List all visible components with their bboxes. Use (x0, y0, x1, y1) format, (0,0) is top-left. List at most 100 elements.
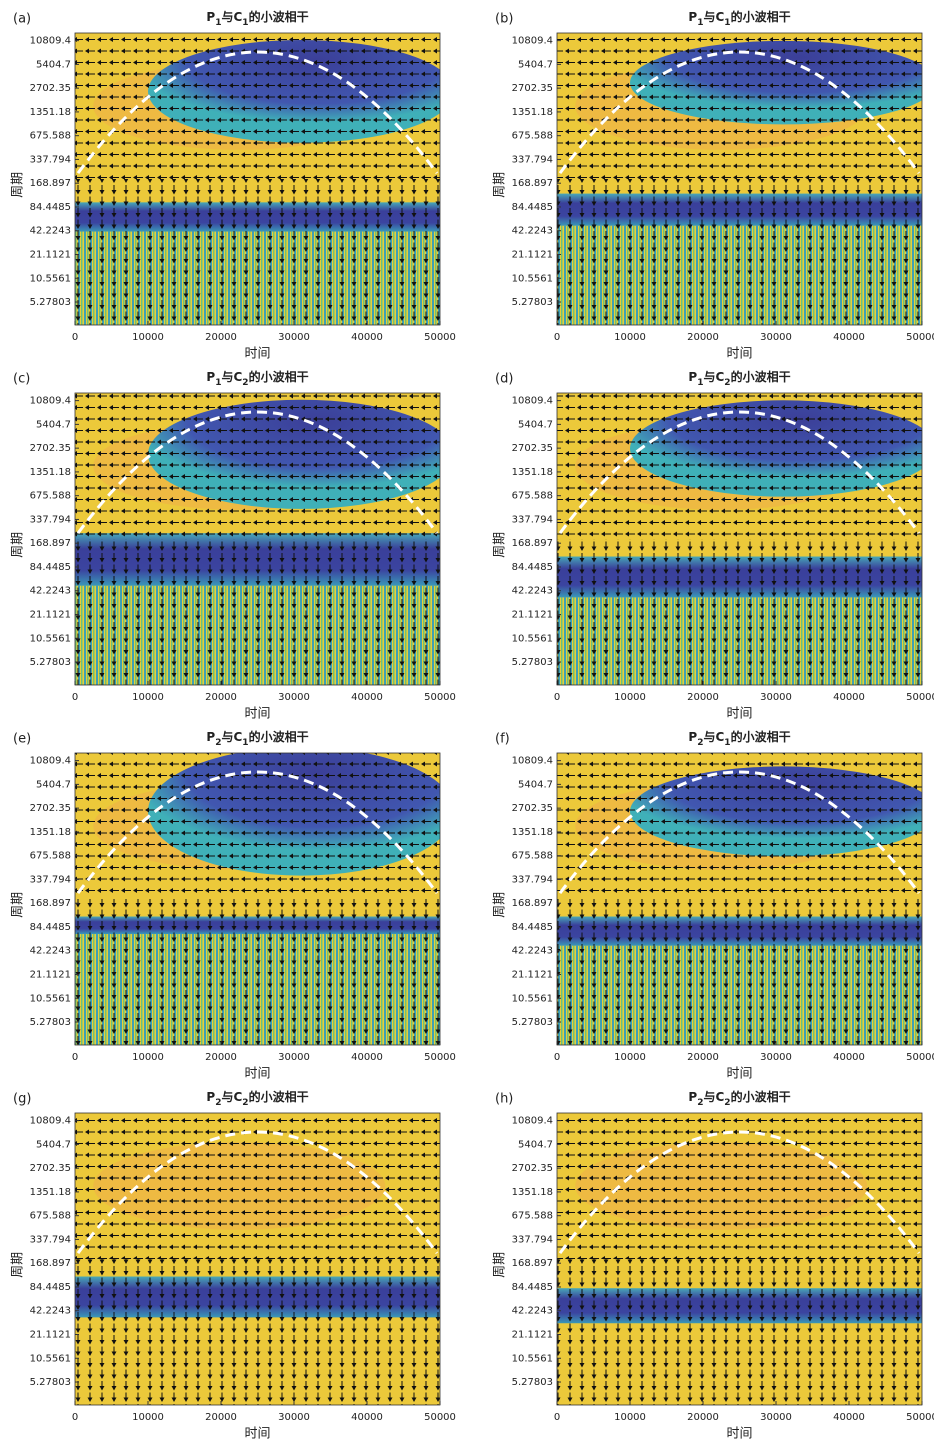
title-part: 的小波相干 (731, 1089, 791, 1104)
x-tick-label: 50000 (424, 1412, 456, 1423)
phase-arrows (75, 539, 440, 685)
y-tick-label: 337.794 (512, 874, 553, 885)
x-tick-label: 50000 (906, 692, 934, 703)
y-tick-label: 42.2243 (512, 226, 553, 237)
phase-arrows (75, 899, 440, 1045)
phase-arrows (557, 33, 922, 179)
x-tick-label: 30000 (760, 1412, 792, 1423)
x-axis-label: 时间 (726, 1427, 752, 1442)
y-tick-label: 84.4485 (30, 922, 71, 933)
title-part: 与C (703, 370, 724, 384)
title-part: 1 (697, 18, 703, 28)
y-tick-label: 1351.18 (30, 107, 71, 118)
title-part: 1 (724, 18, 730, 28)
y-tick-label: 675.588 (512, 491, 553, 502)
y-tick-label: 5404.7 (518, 419, 553, 430)
title-part: 2 (697, 1098, 703, 1108)
x-tick-label: 50000 (906, 332, 934, 343)
y-tick-label: 10.5561 (30, 1353, 71, 1364)
chart-title: P2与C1的小波相干 (688, 729, 790, 748)
x-tick-label: 0 (72, 332, 78, 343)
plot-area (75, 393, 440, 685)
x-tick-label: 0 (554, 692, 560, 703)
plot-frame (556, 392, 923, 686)
title-part: 的小波相干 (249, 729, 309, 744)
plot-frame (556, 32, 923, 326)
y-tick-label: 10809.4 (30, 396, 71, 407)
y-axis-label: 周期 (11, 532, 26, 558)
x-tick-label: 10000 (614, 692, 646, 703)
y-tick-label: 21.1121 (30, 969, 71, 980)
x-axis-label: 时间 (244, 707, 270, 722)
y-tick-label: 2702.35 (30, 83, 71, 94)
y-tick-label: 21.1121 (512, 249, 553, 260)
x-tick-label: 10000 (614, 332, 646, 343)
y-tick-label: 21.1121 (512, 1329, 553, 1340)
title-part: 与C (221, 730, 242, 744)
title-part: 2 (242, 378, 248, 388)
x-tick-label: 30000 (278, 332, 310, 343)
y-tick-label: 5.27803 (512, 1017, 553, 1028)
phase-arrows (557, 393, 922, 539)
title-part: 的小波相干 (249, 1089, 309, 1104)
x-tick-label: 30000 (760, 1052, 792, 1063)
y-axis-label: 周期 (11, 892, 26, 918)
x-tick-label: 50000 (424, 692, 456, 703)
y-tick-label: 84.4485 (512, 562, 553, 573)
cone-of-influence (76, 50, 439, 175)
y-tick-label: 168.897 (30, 898, 71, 909)
panel-label: (a) (13, 12, 31, 27)
chart-title: P2与C2的小波相干 (688, 1089, 790, 1108)
y-tick-label: 168.897 (512, 1258, 553, 1269)
x-tick-label: 30000 (278, 692, 310, 703)
y-tick-label: 42.2243 (30, 226, 71, 237)
y-tick-label: 168.897 (30, 178, 71, 189)
y-tick-label: 10.5561 (30, 273, 71, 284)
x-axis-label: 时间 (726, 347, 752, 362)
y-tick-label: 10809.4 (512, 756, 553, 767)
y-tick-label: 168.897 (30, 1258, 71, 1269)
y-tick-label: 2702.35 (30, 803, 71, 814)
title-part: 1 (215, 378, 221, 388)
y-tick-label: 10809.4 (512, 1116, 553, 1127)
y-axis-label: 周期 (11, 172, 26, 198)
panel-label: (f) (495, 732, 510, 747)
phase-arrows (75, 1259, 440, 1405)
y-axis-label: 周期 (11, 1252, 26, 1278)
phase-arrows (75, 33, 440, 179)
y-tick-label: 1351.18 (512, 1187, 553, 1198)
title-part: P (206, 370, 215, 384)
title-part: 的小波相干 (731, 729, 791, 744)
phase-arrows (75, 753, 440, 899)
x-tick-label: 40000 (833, 332, 865, 343)
x-tick-label: 40000 (351, 1412, 383, 1423)
y-tick-label: 42.2243 (30, 586, 71, 597)
x-tick-label: 50000 (906, 1412, 934, 1423)
title-part: 与C (703, 10, 724, 24)
cone-of-influence (558, 1130, 921, 1255)
cone-of-influence (76, 770, 439, 895)
y-tick-label: 84.4485 (30, 1282, 71, 1293)
title-part: 的小波相干 (731, 369, 791, 384)
y-tick-label: 1351.18 (30, 467, 71, 478)
y-axis-label: 周期 (493, 172, 508, 198)
y-tick-label: 5404.7 (36, 779, 71, 790)
phase-arrows (557, 1113, 922, 1259)
y-tick-label: 10.5561 (512, 273, 553, 284)
y-tick-label: 5.27803 (512, 1377, 553, 1388)
x-axis-label: 时间 (726, 707, 752, 722)
y-tick-label: 10809.4 (30, 36, 71, 47)
x-tick-label: 10000 (132, 1052, 164, 1063)
x-tick-label: 40000 (351, 332, 383, 343)
y-tick-label: 5.27803 (30, 657, 71, 668)
title-part: 2 (724, 378, 730, 388)
y-tick-label: 2702.35 (30, 443, 71, 454)
y-tick-label: 10809.4 (512, 36, 553, 47)
plot-area (557, 753, 922, 1045)
title-part: 2 (697, 738, 703, 748)
x-tick-label: 0 (554, 332, 560, 343)
chart-title: P2与C2的小波相干 (206, 1089, 308, 1108)
y-tick-label: 5404.7 (36, 59, 71, 70)
chart-title: P1与C2的小波相干 (206, 369, 308, 388)
x-tick-label: 50000 (906, 1052, 934, 1063)
